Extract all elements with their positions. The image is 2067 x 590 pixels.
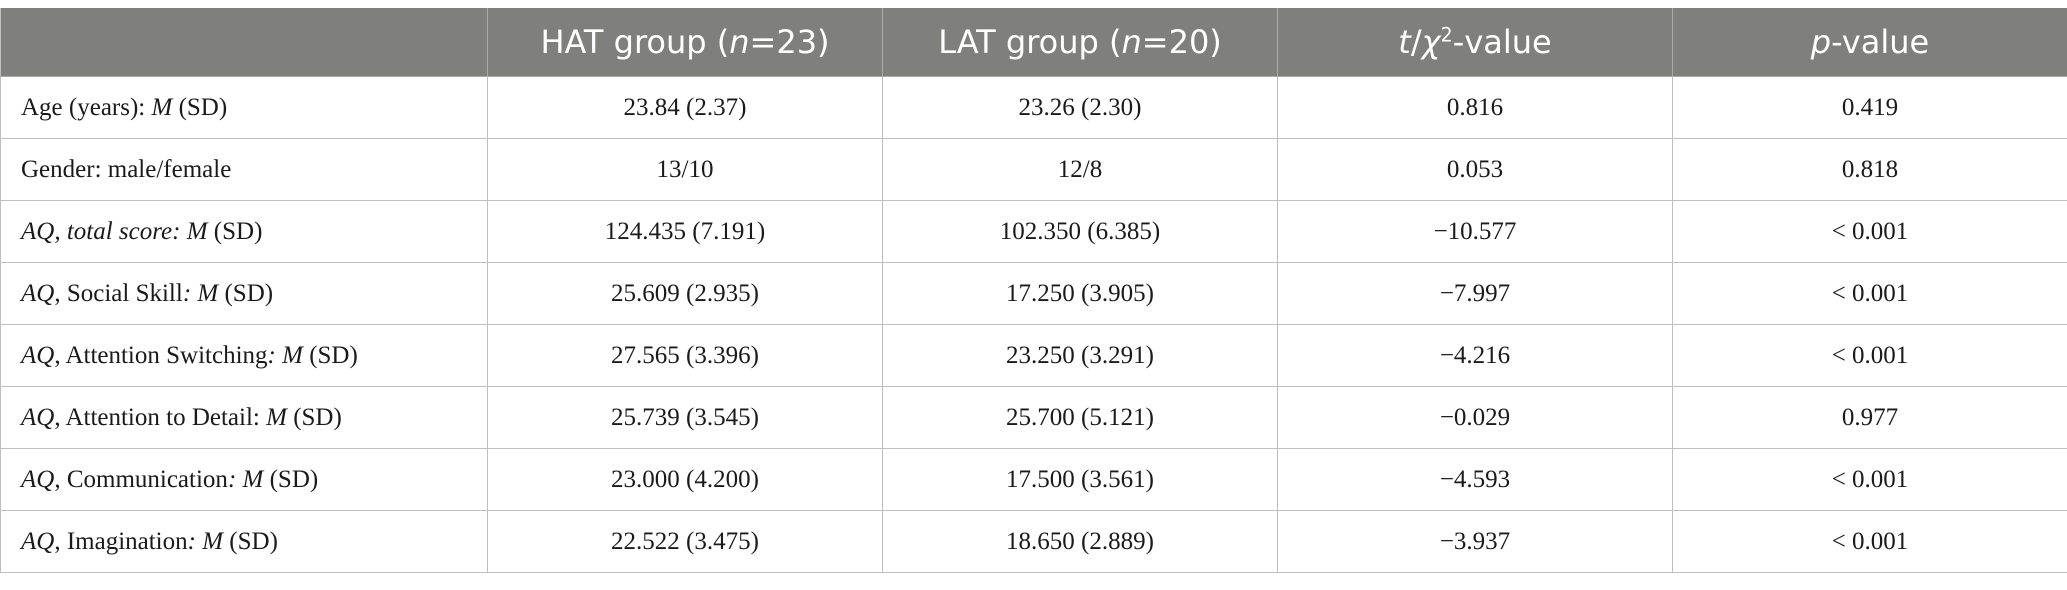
- cell-t-value: 0.053: [1277, 138, 1673, 201]
- cell-hat: 13/10: [487, 138, 883, 201]
- row-label-aq-attention-to-detail: AQ, Attention to Detail: M (SD): [0, 386, 488, 449]
- table-row: AQ, Attention to Detail: M (SD) 25.739 (…: [0, 386, 2067, 449]
- cell-hat: 23.84 (2.37): [487, 76, 883, 139]
- header-lat-group: LAT group (n=20): [882, 8, 1278, 77]
- table-row: AQ, total score: M (SD) 124.435 (7.191) …: [0, 200, 2067, 263]
- cell-hat: 25.739 (3.545): [487, 386, 883, 449]
- cell-lat: 25.700 (5.121): [882, 386, 1278, 449]
- header-hat-text: HAT group (: [540, 23, 730, 61]
- table-row: AQ, Imagination: M (SD) 22.522 (3.475) 1…: [0, 510, 2067, 573]
- row-label-aq-total: AQ, total score: M (SD): [0, 200, 488, 263]
- cell-lat: 17.250 (3.905): [882, 262, 1278, 325]
- cell-t-value: −7.997: [1277, 262, 1673, 325]
- table-row: Age (years): M (SD) 23.84 (2.37) 23.26 (…: [0, 76, 2067, 139]
- demographics-table: HAT group (n=23) LAT group (n=20) t/χ2-v…: [0, 8, 2067, 573]
- header-p-suffix: -value: [1831, 23, 1930, 61]
- table-row: AQ, Attention Switching: M (SD) 27.565 (…: [0, 324, 2067, 387]
- header-empty-cell: [0, 8, 488, 77]
- cell-lat: 18.650 (2.889): [882, 510, 1278, 573]
- cell-lat: 23.26 (2.30): [882, 76, 1278, 139]
- cell-t-value: −3.937: [1277, 510, 1673, 573]
- table-row: AQ, Social Skill: M (SD) 25.609 (2.935) …: [0, 262, 2067, 325]
- table-row: AQ, Communication: M (SD) 23.000 (4.200)…: [0, 448, 2067, 511]
- cell-hat: 25.609 (2.935): [487, 262, 883, 325]
- row-label-gender: Gender: male/female: [0, 138, 488, 201]
- cell-t-value: −4.593: [1277, 448, 1673, 511]
- row-label-age: Age (years): M (SD): [0, 76, 488, 139]
- row-label-aq-attention-switching: AQ, Attention Switching: M (SD): [0, 324, 488, 387]
- cell-p-value: < 0.001: [1672, 262, 2067, 325]
- header-lat-text: LAT group (: [938, 23, 1122, 61]
- cell-t-value: −4.216: [1277, 324, 1673, 387]
- header-chi-symbol: χ: [1421, 23, 1441, 61]
- cell-p-value: < 0.001: [1672, 448, 2067, 511]
- header-row: HAT group (n=23) LAT group (n=20) t/χ2-v…: [0, 8, 2067, 77]
- cell-p-value: 0.977: [1672, 386, 2067, 449]
- cell-p-value: < 0.001: [1672, 510, 2067, 573]
- header-p-symbol: p: [1810, 23, 1832, 61]
- table-row: Gender: male/female 13/10 12/8 0.053 0.8…: [0, 138, 2067, 201]
- cell-hat: 23.000 (4.200): [487, 448, 883, 511]
- header-p-value: p-value: [1672, 8, 2067, 77]
- cell-t-value: −10.577: [1277, 200, 1673, 263]
- cell-lat: 17.500 (3.561): [882, 448, 1278, 511]
- cell-p-value: < 0.001: [1672, 200, 2067, 263]
- header-chi-superscript: 2: [1440, 23, 1453, 47]
- row-label-aq-social-skill: AQ, Social Skill: M (SD): [0, 262, 488, 325]
- header-lat-n: n: [1121, 23, 1142, 61]
- cell-lat: 12/8: [882, 138, 1278, 201]
- row-label-aq-communication: AQ, Communication: M (SD): [0, 448, 488, 511]
- cell-lat: 102.350 (6.385): [882, 200, 1278, 263]
- table-header: HAT group (n=23) LAT group (n=20) t/χ2-v…: [0, 8, 2067, 77]
- demographics-table-container: HAT group (n=23) LAT group (n=20) t/χ2-v…: [0, 8, 2067, 573]
- header-hat-count: =23): [749, 23, 830, 61]
- header-lat-count: =20): [1141, 23, 1222, 61]
- header-value-suffix: -value: [1452, 23, 1552, 61]
- cell-t-value: 0.816: [1277, 76, 1673, 139]
- table-body: Age (years): M (SD) 23.84 (2.37) 23.26 (…: [0, 76, 2067, 573]
- cell-p-value: < 0.001: [1672, 324, 2067, 387]
- row-label-aq-imagination: AQ, Imagination: M (SD): [0, 510, 488, 573]
- cell-p-value: 0.419: [1672, 76, 2067, 139]
- header-hat-group: HAT group (n=23): [487, 8, 883, 77]
- header-hat-n: n: [729, 23, 750, 61]
- cell-t-value: −0.029: [1277, 386, 1673, 449]
- cell-lat: 23.250 (3.291): [882, 324, 1278, 387]
- cell-hat: 124.435 (7.191): [487, 200, 883, 263]
- cell-hat: 27.565 (3.396): [487, 324, 883, 387]
- header-t-symbol: t: [1398, 23, 1411, 61]
- header-t-chi-value: t/χ2-value: [1277, 8, 1673, 77]
- header-slash: /: [1410, 23, 1422, 61]
- cell-hat: 22.522 (3.475): [487, 510, 883, 573]
- cell-p-value: 0.818: [1672, 138, 2067, 201]
